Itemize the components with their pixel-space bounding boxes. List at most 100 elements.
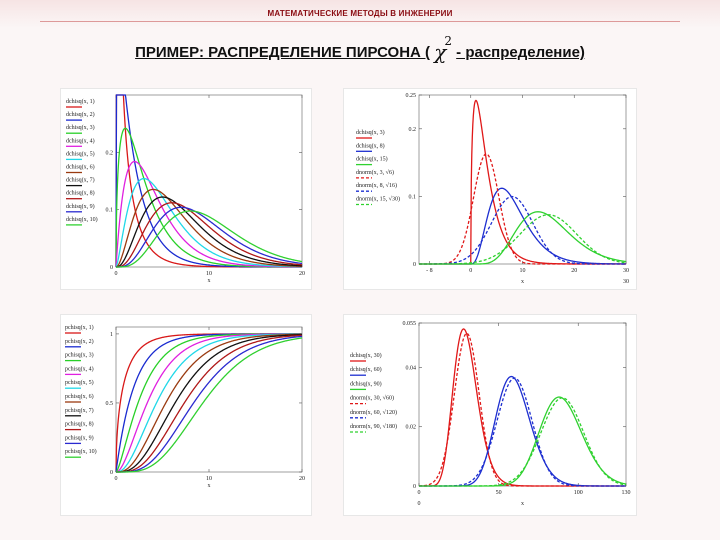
legend-entry: dnorm(x, 3, √6) xyxy=(356,169,394,176)
series-line xyxy=(419,153,626,265)
series-line xyxy=(419,397,627,487)
legend-entry: dchisq(x, 3) xyxy=(66,124,95,131)
legend-entry: pchisq(x, 6) xyxy=(65,393,94,400)
legend-entry: dchisq(x, 15) xyxy=(356,156,388,163)
chart-density-vs-normal-small: 0 0.1 0.2 0.25 - 8 0 10 20 30 30 x dchisq(x, 3) dchi… xyxy=(356,93,629,285)
series-line xyxy=(116,333,302,473)
y-tick-label: 0.04 xyxy=(406,365,417,371)
legend-entry: dchisq(x, 60) xyxy=(350,366,382,373)
y-tick-label: 0.02 xyxy=(406,425,417,431)
x-tick-label: 0 xyxy=(115,476,118,482)
series-line xyxy=(115,333,302,473)
x-tick-label: 20 xyxy=(299,271,305,277)
series-line xyxy=(115,188,303,268)
x-tick-label: 50 xyxy=(496,490,502,496)
series-line xyxy=(116,334,303,473)
series-line xyxy=(419,377,626,487)
y-tick-label: 1 xyxy=(110,332,113,338)
legend-entry: dchisq(x, 9) xyxy=(66,203,95,210)
legend-entry: dnorm(x, 15, √30) xyxy=(356,196,400,203)
legend-entry: dchisq(x, 30) xyxy=(350,352,382,359)
series-line xyxy=(116,210,303,268)
chart-panel-cumulative: 0 0.5 1 0 10 20 x pchisq(x, 1) pchisq(x, 2) pchis… xyxy=(60,314,312,516)
legend-entry: dnorm(x, 90, √180) xyxy=(350,423,397,430)
x-tick-label: 0 xyxy=(115,271,118,277)
legend-entry: dnorm(x, 60, √120) xyxy=(350,409,397,416)
y-tick-label: 0.1 xyxy=(409,194,417,200)
x-tick-label: 20 xyxy=(571,268,577,274)
slide-header: МАТЕМАТИЧЕСКИЕ МЕТОДЫ В ИНЖЕНЕРИИ xyxy=(267,9,453,18)
legend-entry: pchisq(x, 2) xyxy=(65,338,94,345)
series-line xyxy=(115,196,303,268)
y-tick-label: 0 xyxy=(110,265,113,271)
y-tick-label: 0.25 xyxy=(406,93,417,99)
x-tick-label-secondary: 30 xyxy=(623,279,629,285)
chart-panel-normal-large: 0 0.02 0.04 0.055 0 50 100 130 0 x dchisq(x, 30) dc… xyxy=(343,314,637,516)
series-line xyxy=(115,160,302,268)
x-tick-label: 130 xyxy=(622,490,631,496)
title-prefix: ПРИМЕР: РАСПРЕДЕЛЕНИЕ ПИРСОНА ( xyxy=(135,44,431,61)
y-tick-label: 0 xyxy=(413,262,416,268)
legend-entry: dchisq(x, 90) xyxy=(350,380,382,387)
y-tick-label: 0.055 xyxy=(403,321,417,327)
series-line xyxy=(115,333,302,473)
series-line xyxy=(116,202,303,268)
header-divider xyxy=(40,21,680,22)
legend-entry: pchisq(x, 8) xyxy=(65,421,94,428)
plot-frame xyxy=(418,322,627,487)
legend-entry: dnorm(x, 30, √60) xyxy=(350,395,394,402)
chart-panel-density: 0 0.1 0.2 0 10 20 x dchisq(x, 1) dchisq(x, 2) dch… xyxy=(60,88,312,290)
legend-entry: pchisq(x, 4) xyxy=(65,365,94,372)
title-suffix: - распределение) xyxy=(456,44,585,61)
y-tick-label: 0 xyxy=(110,470,113,476)
x-tick-label: 10 xyxy=(206,476,212,482)
legend-entry: pchisq(x, 5) xyxy=(65,379,94,386)
x-tick-label: 0 xyxy=(418,490,421,496)
y-tick-label: 0.5 xyxy=(106,401,114,407)
title-superscript: 2 xyxy=(444,34,452,48)
series-line xyxy=(115,94,302,268)
series-line xyxy=(116,337,303,473)
chart-density-vs-normal-large: 0 0.02 0.04 0.055 0 50 100 130 0 x dchisq(x, 30) dc… xyxy=(350,321,631,507)
header-bar xyxy=(0,0,720,28)
legend-entry: dchisq(x, 10) xyxy=(66,216,98,223)
series-line xyxy=(115,333,302,473)
legend-entry: pchisq(x, 3) xyxy=(65,352,94,359)
legend-entry: pchisq(x, 7) xyxy=(65,407,94,414)
legend-entry: pchisq(x, 1) xyxy=(65,324,94,331)
y-tick-label: 0.1 xyxy=(106,208,114,214)
series-line xyxy=(116,333,303,473)
y-tick-label: 0.2 xyxy=(409,127,417,133)
series-line xyxy=(419,396,627,487)
legend-entry: dchisq(x, 6) xyxy=(66,164,95,171)
legend-entry: dnorm(x, 8, √16) xyxy=(356,182,397,189)
series-line xyxy=(419,214,627,265)
x-axis-label: x xyxy=(208,483,211,489)
legend-entry: dchisq(x, 8) xyxy=(66,190,95,197)
legend-entry: dchisq(x, 3) xyxy=(356,129,385,136)
series-line xyxy=(115,333,303,473)
series-line xyxy=(419,328,626,487)
x-tick-label: 30 xyxy=(623,268,629,274)
x-axis-label: x xyxy=(208,278,211,284)
series-line xyxy=(419,99,626,265)
legend-entry: dchisq(x, 2) xyxy=(66,111,95,118)
chart-density-family: 0 0.1 0.2 0 10 20 x dchisq(x, 1) dchisq(x, 2) dch… xyxy=(66,94,305,284)
legend-entry: dchisq(x, 4) xyxy=(66,137,95,144)
x-tick-label: 10 xyxy=(206,271,212,277)
series-line xyxy=(419,195,626,265)
x-tick-label-secondary: 0 xyxy=(418,501,421,507)
legend-entry: dchisq(x, 1) xyxy=(66,98,95,105)
series-line xyxy=(116,334,303,473)
slide-title: ПРИМЕР: РАСПРЕДЕЛЕНИЕ ПИРСОНА ( χ2 - рас… xyxy=(0,34,720,64)
series-line xyxy=(115,127,302,268)
title-chi-symbol: χ xyxy=(434,40,447,64)
series-line xyxy=(115,177,303,268)
chart-panel-normal-small: 0 0.1 0.2 0.25 - 8 0 10 20 30 30 x dchisq(x, 3) dchi… xyxy=(343,88,637,290)
x-axis-label: x xyxy=(521,501,524,507)
series-line xyxy=(418,332,626,487)
y-tick-label: 0 xyxy=(413,484,416,490)
legend-entry: dchisq(x, 5) xyxy=(66,150,95,157)
series-line xyxy=(419,375,626,487)
